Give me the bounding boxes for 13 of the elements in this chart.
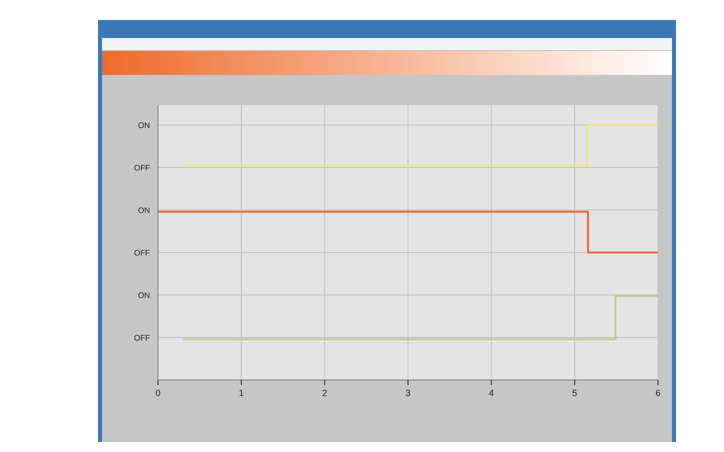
x-tick-label: 6	[655, 388, 661, 398]
text: OFF	[134, 334, 150, 342]
x-tick-label: 4	[488, 388, 494, 398]
text: ON	[138, 121, 150, 130]
text: ON	[138, 206, 150, 215]
x-tick-label: 1	[238, 388, 244, 398]
x-tick-label: 0	[155, 388, 161, 398]
text: ON	[138, 291, 150, 300]
x-tick-label: 5	[572, 388, 578, 398]
text: OFF	[134, 164, 150, 172]
x-tick-label: 2	[322, 388, 328, 398]
text: OFF	[134, 248, 150, 258]
x-tick-label: 3	[405, 388, 411, 398]
